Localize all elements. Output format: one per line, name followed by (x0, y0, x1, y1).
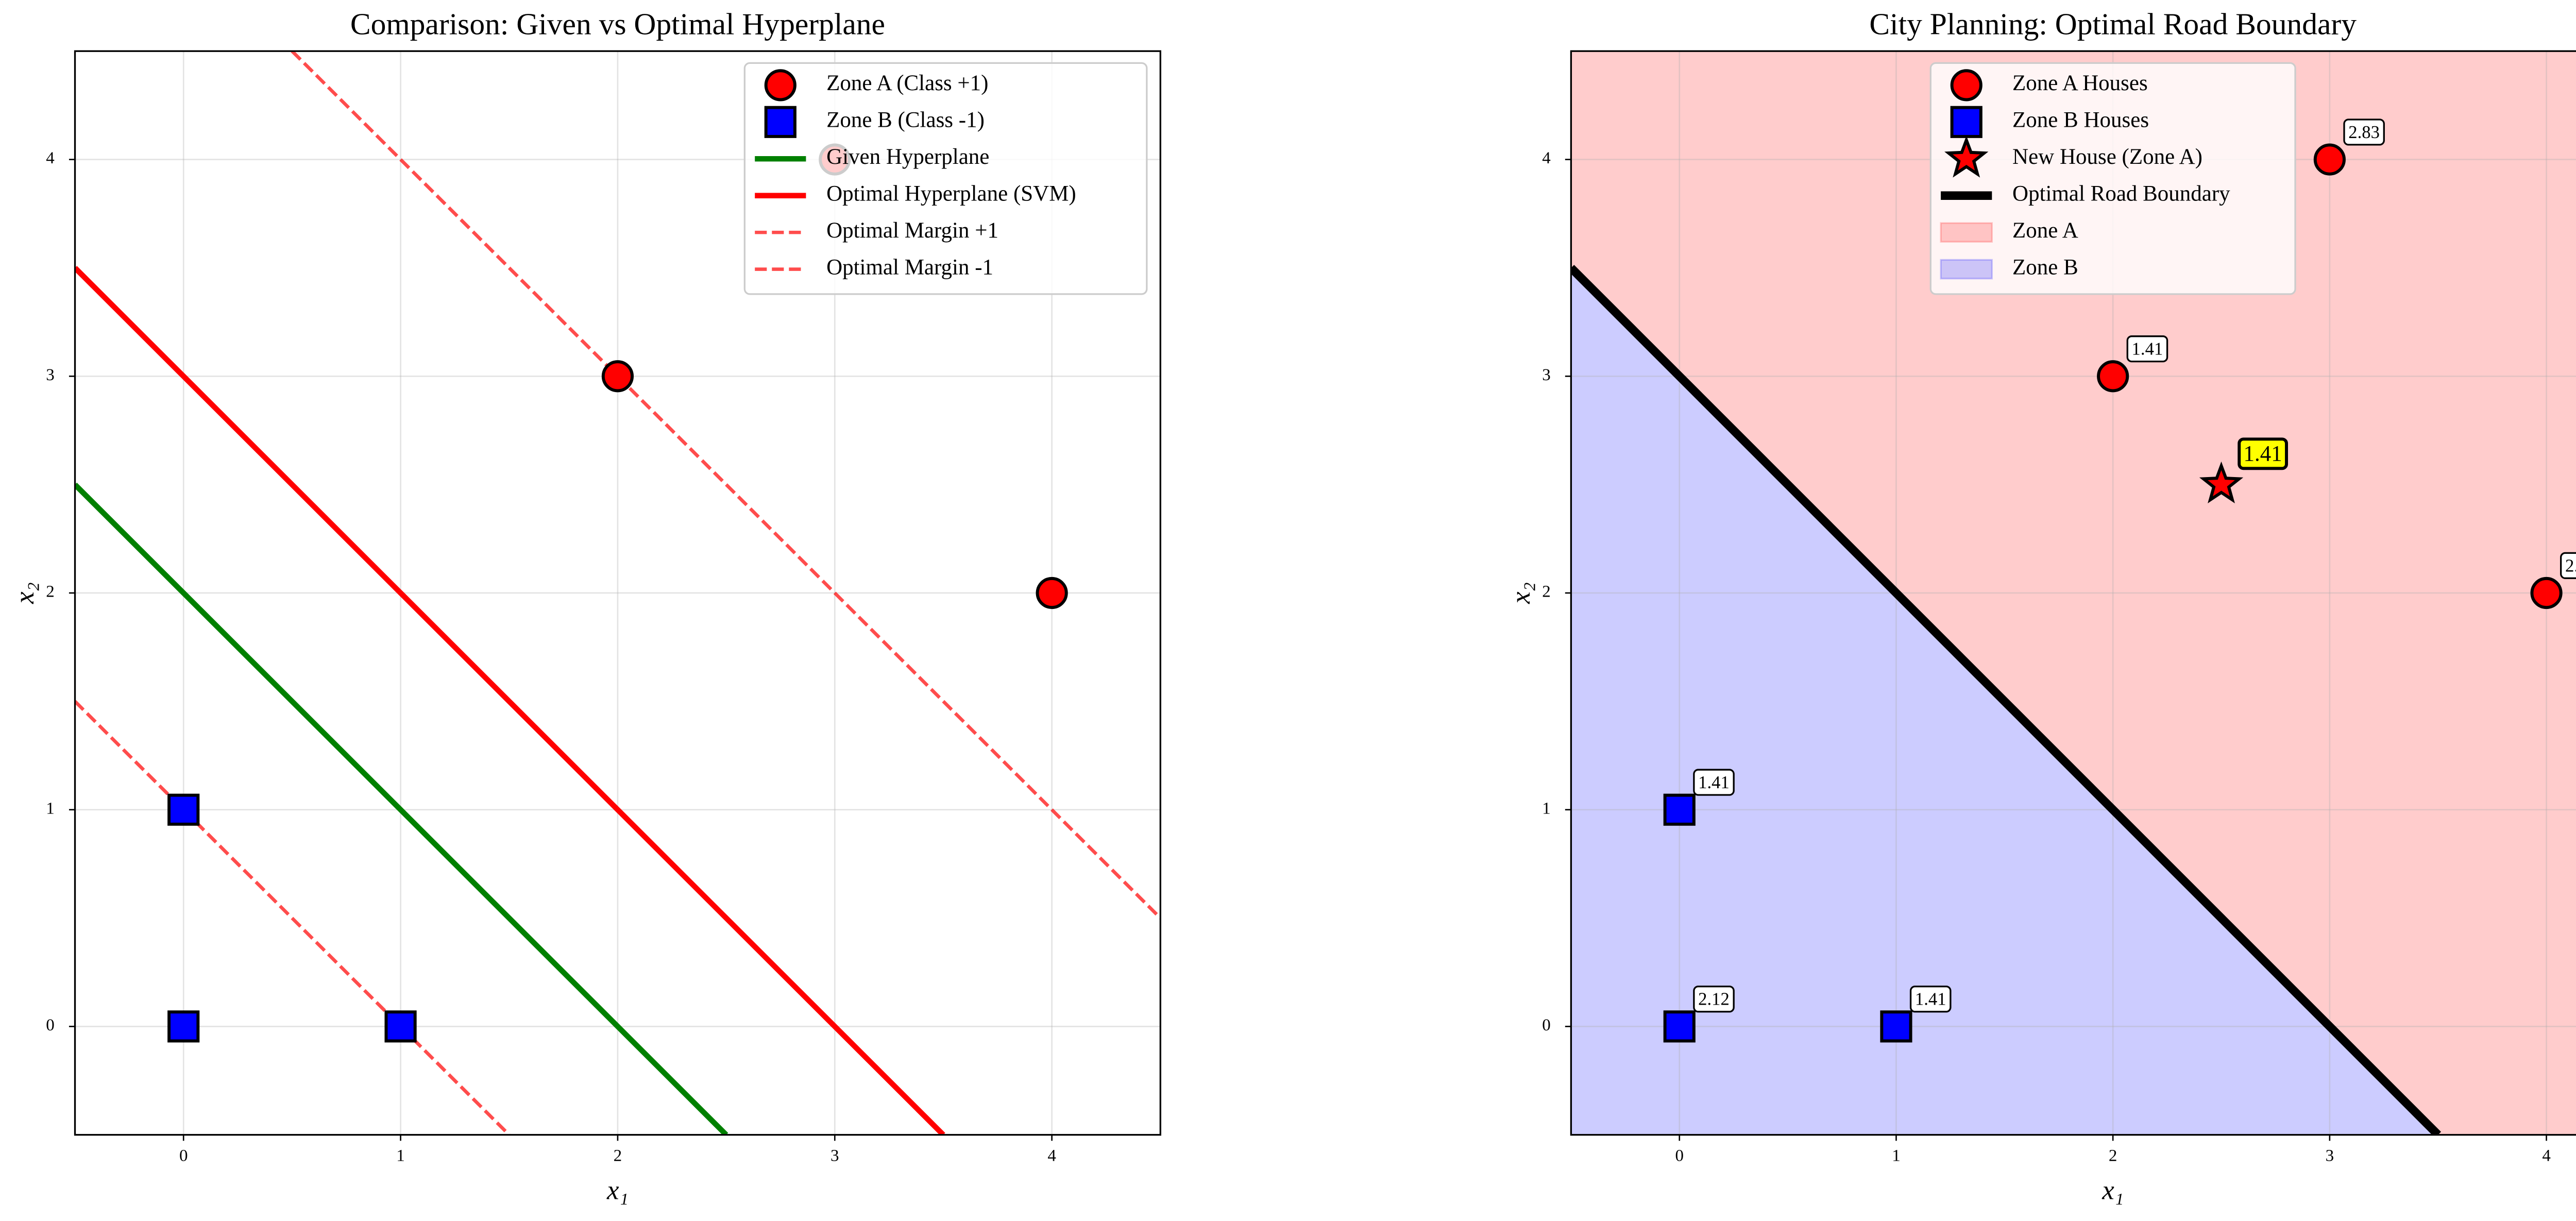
legend-swatch (764, 106, 796, 138)
y-tick-label: 4 (1542, 149, 1551, 167)
label-box (2560, 552, 2576, 579)
x-tick-label: 0 (179, 1146, 188, 1165)
x-tick-label: 1 (396, 1146, 405, 1165)
line (291, 51, 1161, 920)
distance-label: 1.41 (1915, 989, 1946, 1009)
legend-label: Optimal Hyperplane (SVM) (826, 182, 1076, 206)
line (75, 482, 728, 1135)
x-tick-label: 3 (831, 1146, 839, 1165)
line (1571, 265, 2442, 1135)
legend: Zone A Houses Zone B Houses New House (Zon… (1929, 62, 2296, 295)
label-box (2238, 437, 2289, 470)
x-axis-label: x₁ (606, 1175, 629, 1205)
data-point (1663, 1010, 1696, 1043)
label-box (2343, 118, 2385, 146)
x-tick-label: 0 (1675, 1146, 1684, 1165)
x-tick-label: 4 (2542, 1146, 2551, 1165)
chart-title: Comparison: Given vs Optimal Hyperplane (350, 7, 885, 41)
plot-area (1571, 51, 2576, 1135)
data-point (601, 360, 634, 393)
y-tick-label: 3 (46, 366, 55, 384)
data-point (2097, 360, 2129, 393)
data-point (2313, 143, 2346, 176)
distance-label: 1.41 (1698, 772, 1730, 792)
x-tick-label: 1 (1892, 1146, 1901, 1165)
data-point (2199, 461, 2244, 503)
label-box (1693, 769, 1735, 796)
x-tick-label: 3 (2326, 1146, 2334, 1165)
label-box (2126, 335, 2168, 363)
y-tick-label: 0 (46, 1016, 55, 1035)
legend-swatch (1950, 106, 1982, 138)
legend-swatch (1950, 69, 1982, 101)
y-tick-label: 0 (1542, 1016, 1551, 1035)
legend-swatch (764, 69, 796, 101)
legend: Zone A (Class +1) Zone B (Class -1) Given … (743, 62, 1148, 295)
x-tick-label: 4 (1047, 1146, 1056, 1165)
canvas: 0 1 2 3 4 0 1 2 3 4 Comparison: Given vs Optimal H… (10, 7, 2576, 1205)
distance-label: 2.83 (2348, 122, 2380, 142)
plot-area (75, 51, 1161, 1135)
legend-label: Zone B (2012, 255, 2078, 279)
legend-swatch (1940, 259, 1993, 280)
legend-label: Zone B Houses (2012, 108, 2149, 132)
y-tick-label: 2 (46, 583, 55, 601)
distance-label: 1.41 (2132, 339, 2163, 359)
legend-label: Zone A (Class +1) (826, 71, 988, 95)
y-axis-label: x₂ (10, 582, 40, 604)
label-box (1693, 986, 1735, 1013)
legend-label: Optimal Margin -1 (826, 255, 993, 279)
y-tick-label: 2 (1542, 583, 1551, 601)
x-tick-label: 2 (614, 1146, 622, 1165)
axes-frame (74, 50, 1161, 1136)
data-point (1880, 1010, 1912, 1043)
chart-title: City Planning: Optimal Road Boundary (1869, 7, 2357, 41)
zone-area (1571, 51, 2576, 1135)
legend-label: Zone B (Class -1) (826, 108, 985, 132)
y-tick-label: 4 (46, 149, 55, 167)
legend-box (1929, 62, 2296, 295)
axes-frame (1570, 50, 2576, 1136)
line (75, 266, 945, 1135)
x-axis-label: x₁ (2102, 1175, 2124, 1205)
distance-label: 2.12 (2565, 555, 2576, 575)
line (75, 700, 511, 1135)
data-point (1663, 793, 1696, 826)
legend-label: Given Hyperplane (826, 145, 989, 169)
y-tick-label: 3 (1542, 366, 1551, 384)
x-tick-label: 2 (2109, 1146, 2117, 1165)
legend-label: Zone A Houses (2012, 71, 2148, 95)
data-point (167, 793, 200, 826)
legend-box (743, 62, 1148, 295)
legend-label: New House (Zone A) (2012, 145, 2202, 169)
data-point (167, 1010, 200, 1043)
legend-swatch (1940, 222, 1993, 243)
y-axis-label: x₂ (1506, 582, 1536, 604)
y-tick-label: 1 (1542, 799, 1551, 818)
data-point (384, 1010, 417, 1043)
distance-label: 2.12 (1698, 989, 1730, 1009)
legend-label: Optimal Road Boundary (2012, 182, 2230, 206)
distance-label: 1.41 (2244, 442, 2282, 466)
legend-swatch (1944, 135, 1989, 178)
data-point (1036, 576, 1068, 609)
legend-label: Zone A (2012, 218, 2078, 243)
y-tick-label: 1 (46, 799, 55, 818)
data-point (2530, 576, 2563, 609)
legend-label: Optimal Margin +1 (826, 218, 998, 243)
label-box (1909, 986, 1952, 1013)
